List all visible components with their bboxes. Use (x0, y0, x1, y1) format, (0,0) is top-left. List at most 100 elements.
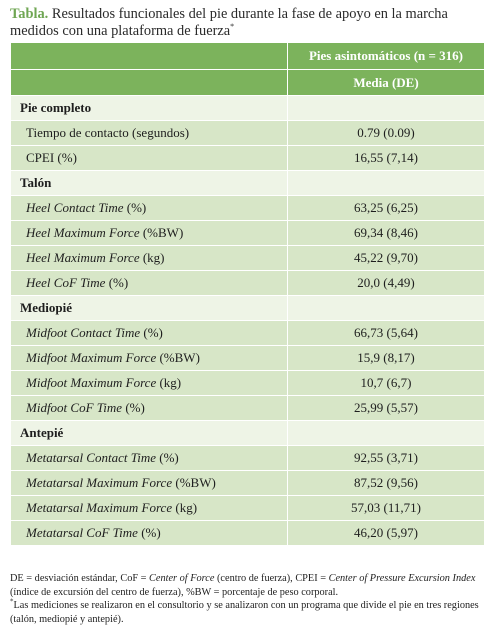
table-footnotes: DE = desviación estándar, CoF = Center o… (10, 572, 484, 626)
row-unit: (%) (143, 325, 163, 340)
table-row: Midfoot CoF Time (%) 25,99 (5,57) (10, 395, 485, 421)
header-stat-cell: Media (DE) (287, 69, 485, 96)
row-measure: Heel Maximum Force (26, 250, 140, 265)
header-blank-cell (10, 42, 288, 70)
table-row: Heel Maximum Force (kg) 45,22 (9,70) (10, 245, 485, 271)
row-measure: Heel Maximum Force (26, 225, 140, 240)
row-measure: Midfoot Contact Time (26, 325, 141, 340)
row-label: Metatarsal Maximum Force (%BW) (10, 470, 288, 496)
table-row: Midfoot Maximum Force (%BW) 15,9 (8,17) (10, 345, 485, 371)
row-unit: (%BW) (175, 475, 216, 490)
section-row: Pie completo (10, 95, 485, 121)
row-label: Heel Maximum Force (%BW) (10, 220, 288, 246)
section-row: Antepié (10, 420, 485, 446)
header-group-cell: Pies asintomáticos (n = 316) (287, 42, 485, 70)
row-label: Tiempo de contacto (segundos) (10, 120, 288, 146)
row-unit: (kg) (175, 500, 198, 515)
header-row-stat: Media (DE) (10, 69, 485, 96)
table-row: Heel CoF Time (%) 20,0 (4,49) (10, 270, 485, 296)
header-row-group: Pies asintomáticos (n = 316) (10, 42, 485, 70)
row-unit: (%) (126, 200, 147, 215)
footnote-term: Center of Force (149, 573, 215, 584)
table-row: Tiempo de contacto (segundos) 0.79 (0.09) (10, 120, 485, 146)
row-value: 57,03 (11,71) (287, 495, 485, 521)
results-table: Pies asintomáticos (n = 316) Media (DE) … (10, 42, 485, 546)
row-value: 20,0 (4,49) (287, 270, 485, 296)
footnote-method: *Las mediciones se realizaron en el cons… (10, 597, 484, 626)
row-measure: Metatarsal Contact Time (26, 450, 156, 465)
caption-text: Resultados funcionales del pie durante l… (10, 6, 448, 39)
header-blank-cell (10, 69, 288, 96)
row-unit: (%) (108, 275, 129, 290)
row-label: Heel CoF Time (%) (10, 270, 288, 296)
row-value: 87,52 (9,56) (287, 470, 485, 496)
row-value: 15,9 (8,17) (287, 345, 485, 371)
row-label: Metatarsal CoF Time (%) (10, 520, 288, 546)
caption-mark: * (230, 22, 235, 32)
row-label: CPEI (%) (10, 145, 288, 171)
footnote-abbreviations: DE = desviación estándar, CoF = Center o… (10, 572, 484, 599)
row-label: Midfoot CoF Time (%) (10, 395, 288, 421)
section-row: Mediopié (10, 295, 485, 321)
row-label: Metatarsal Maximum Force (kg) (10, 495, 288, 521)
row-measure: Midfoot CoF Time (26, 400, 123, 415)
row-unit: (%BW) (159, 350, 200, 365)
row-unit: (%BW) (142, 225, 184, 240)
section-empty-cell (287, 95, 485, 121)
row-unit: (segundos) (132, 125, 190, 140)
row-measure: Heel Contact Time (26, 200, 124, 215)
footnote-mark: * (10, 597, 14, 606)
row-value: 66,73 (5,64) (287, 320, 485, 346)
row-value: 63,25 (6,25) (287, 195, 485, 221)
row-value: 92,55 (3,71) (287, 445, 485, 471)
table-row: Midfoot Maximum Force (kg) 10,7 (6,7) (10, 370, 485, 396)
table-row: Metatarsal Maximum Force (kg) 57,03 (11,7… (10, 495, 485, 521)
footnote-text: DE = desviación estándar, CoF = (10, 573, 150, 584)
row-value: 16,55 (7,14) (287, 145, 485, 171)
row-label: Midfoot Maximum Force (kg) (10, 370, 288, 396)
table-row: Metatarsal CoF Time (%) 46,20 (5,97) (10, 520, 485, 546)
row-label: Metatarsal Contact Time (%) (10, 445, 288, 471)
table-row: Heel Maximum Force (%BW) 69,34 (8,46) (10, 220, 485, 246)
section-empty-cell (287, 295, 485, 321)
section-row: Talón (10, 170, 485, 196)
row-unit: (kg) (159, 375, 182, 390)
row-measure: Tiempo de contacto (26, 125, 129, 140)
section-empty-cell (287, 170, 485, 196)
row-value: 45,22 (9,70) (287, 245, 485, 271)
table-row: Metatarsal Contact Time (%) 92,55 (3,71) (10, 445, 485, 471)
footnote-term: Center of Pressure Excursion Index (328, 573, 476, 584)
row-unit: (%) (57, 150, 77, 165)
row-measure: Midfoot Maximum Force (26, 375, 157, 390)
table-row: Midfoot Contact Time (%) 66,73 (5,64) (10, 320, 485, 346)
footnote-text: (índice de excursión del centro de fuerz… (10, 586, 339, 598)
row-measure: CPEI (26, 150, 55, 165)
row-value: 10,7 (6,7) (287, 370, 485, 396)
row-measure: Heel CoF Time (26, 275, 106, 290)
row-measure: Metatarsal CoF Time (26, 525, 138, 540)
row-measure: Midfoot Maximum Force (26, 350, 157, 365)
footnote-text: Las mediciones se realizaron en el consu… (10, 600, 479, 625)
row-unit: (%) (125, 400, 145, 415)
section-title: Talón (10, 170, 288, 196)
row-label: Heel Contact Time (%) (10, 195, 288, 221)
row-value: 69,34 (8,46) (287, 220, 485, 246)
footnote-text: (centro de fuerza), CPEI = (214, 573, 329, 584)
row-value: 0.79 (0.09) (287, 120, 485, 146)
row-label: Midfoot Contact Time (%) (10, 320, 288, 346)
row-unit: (%) (141, 525, 161, 540)
row-value: 46,20 (5,97) (287, 520, 485, 546)
row-measure: Metatarsal Maximum Force (26, 500, 173, 515)
section-title: Pie completo (10, 95, 288, 121)
caption-lead: Tabla. (10, 6, 49, 22)
section-title: Antepié (10, 420, 288, 446)
row-unit: (%) (159, 450, 179, 465)
table-row: CPEI (%) 16,55 (7,14) (10, 145, 485, 171)
row-label: Midfoot Maximum Force (%BW) (10, 345, 288, 371)
section-title: Mediopié (10, 295, 288, 321)
row-value: 25,99 (5,57) (287, 395, 485, 421)
row-label: Heel Maximum Force (kg) (10, 245, 288, 271)
table-row: Heel Contact Time (%) 63,25 (6,25) (10, 195, 485, 221)
table-row: Metatarsal Maximum Force (%BW) 87,52 (9,5… (10, 470, 485, 496)
